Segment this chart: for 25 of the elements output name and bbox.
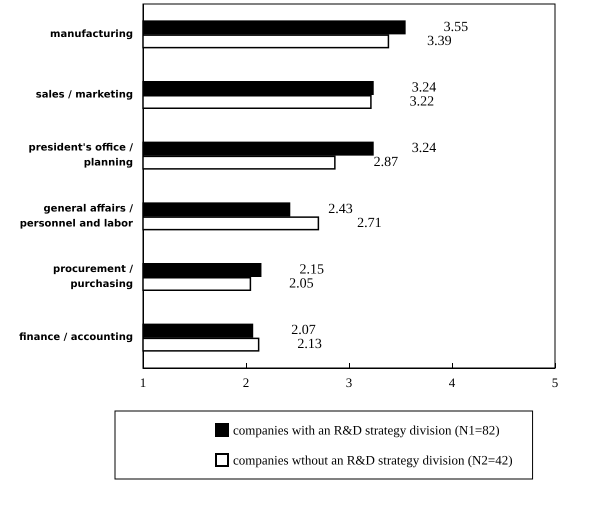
y-tick-label: manufacturing [50,28,133,40]
data-label: 2.05 [289,276,314,292]
y-tick-label: sales / marketing [36,90,133,100]
data-label: 2.43 [328,202,353,217]
data-label: 2.71 [357,216,382,231]
x-tick-label: 1 [140,375,146,390]
legend-label: companies wthout an R&D strategy division (N2=42) [233,452,513,468]
data-label: 3.39 [427,34,452,49]
y-tick-label: finance / accounting [19,332,133,344]
x-tick-label: 3 [346,375,352,390]
data-label: 3.22 [410,94,434,110]
x-tick-label: 4 [448,375,456,390]
legend-label: companies with an R&D strategy division (N1=82) [233,422,500,438]
data-label: 2.07 [291,323,316,338]
data-label: 3.24 [412,141,436,156]
y-tick-label: president's office / planning [28,142,134,169]
y-tick-label: procurement / purchasing [53,264,134,290]
x-tick-label: 2 [242,375,250,390]
data-label: 3.55 [444,20,468,35]
y-tick-label: general affairs / personnel and labor [20,203,134,230]
x-tick-label: 5 [552,375,558,390]
data-label: 3.24 [412,80,436,96]
data-label: 2.13 [297,337,322,352]
data-label: 2.15 [299,262,324,278]
data-label: 2.87 [374,155,398,170]
